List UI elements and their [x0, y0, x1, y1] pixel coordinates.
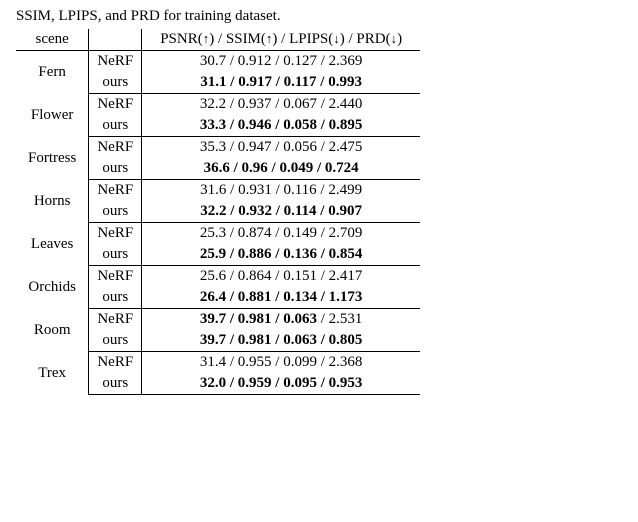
metrics-cell: 36.6 / 0.96 / 0.049 / 0.724: [142, 158, 420, 180]
scene-cell: Room: [16, 309, 89, 352]
table-caption: SSIM, LPIPS, and PRD for training datase…: [16, 8, 622, 25]
scene-cell: Orchids: [16, 266, 89, 309]
metrics-cell: 25.3 / 0.874 / 0.149 / 2.709: [142, 223, 420, 245]
method-cell: NeRF: [89, 352, 142, 374]
scene-cell: Trex: [16, 352, 89, 395]
method-cell: NeRF: [89, 137, 142, 159]
header-scene: scene: [16, 29, 89, 51]
method-cell: NeRF: [89, 309, 142, 331]
metrics-cell: 25.6 / 0.864 / 0.151 / 2.417: [142, 266, 420, 288]
metrics-cell: 39.7 / 0.981 / 0.063 / 2.531: [142, 309, 420, 331]
metrics-cell: 26.4 / 0.881 / 0.134 / 1.173: [142, 287, 420, 309]
metrics-cell: 39.7 / 0.981 / 0.063 / 0.805: [142, 330, 420, 352]
metrics-cell: 31.1 / 0.917 / 0.117 / 0.993: [142, 72, 420, 94]
method-cell: NeRF: [89, 223, 142, 245]
method-cell: ours: [89, 72, 142, 94]
method-cell: ours: [89, 287, 142, 309]
metrics-cell: 30.7 / 0.912 / 0.127 / 2.369: [142, 51, 420, 73]
method-cell: ours: [89, 330, 142, 352]
header-metrics: PSNR(↑) / SSIM(↑) / LPIPS(↓) / PRD(↓): [142, 29, 420, 51]
header-method-blank: [89, 29, 142, 51]
metrics-cell: 33.3 / 0.946 / 0.058 / 0.895: [142, 115, 420, 137]
method-cell: NeRF: [89, 180, 142, 202]
metrics-cell: 25.9 / 0.886 / 0.136 / 0.854: [142, 244, 420, 266]
method-cell: ours: [89, 158, 142, 180]
scene-cell: Flower: [16, 94, 89, 137]
method-cell: ours: [89, 201, 142, 223]
scene-cell: Fortress: [16, 137, 89, 180]
method-cell: ours: [89, 373, 142, 395]
metrics-cell: 32.2 / 0.932 / 0.114 / 0.907: [142, 201, 420, 223]
method-cell: NeRF: [89, 94, 142, 116]
metrics-cell: 31.4 / 0.955 / 0.099 / 2.368: [142, 352, 420, 374]
metrics-cell: 32.2 / 0.937 / 0.067 / 2.440: [142, 94, 420, 116]
metrics-cell: 32.0 / 0.959 / 0.095 / 0.953: [142, 373, 420, 395]
metrics-cell: 35.3 / 0.947 / 0.056 / 2.475: [142, 137, 420, 159]
scene-cell: Horns: [16, 180, 89, 223]
scene-cell: Fern: [16, 51, 89, 94]
scene-cell: Leaves: [16, 223, 89, 266]
method-cell: NeRF: [89, 51, 142, 73]
results-table: scene PSNR(↑) / SSIM(↑) / LPIPS(↓) / PRD…: [16, 29, 420, 395]
metrics-cell: 31.6 / 0.931 / 0.116 / 2.499: [142, 180, 420, 202]
method-cell: ours: [89, 244, 142, 266]
method-cell: NeRF: [89, 266, 142, 288]
method-cell: ours: [89, 115, 142, 137]
